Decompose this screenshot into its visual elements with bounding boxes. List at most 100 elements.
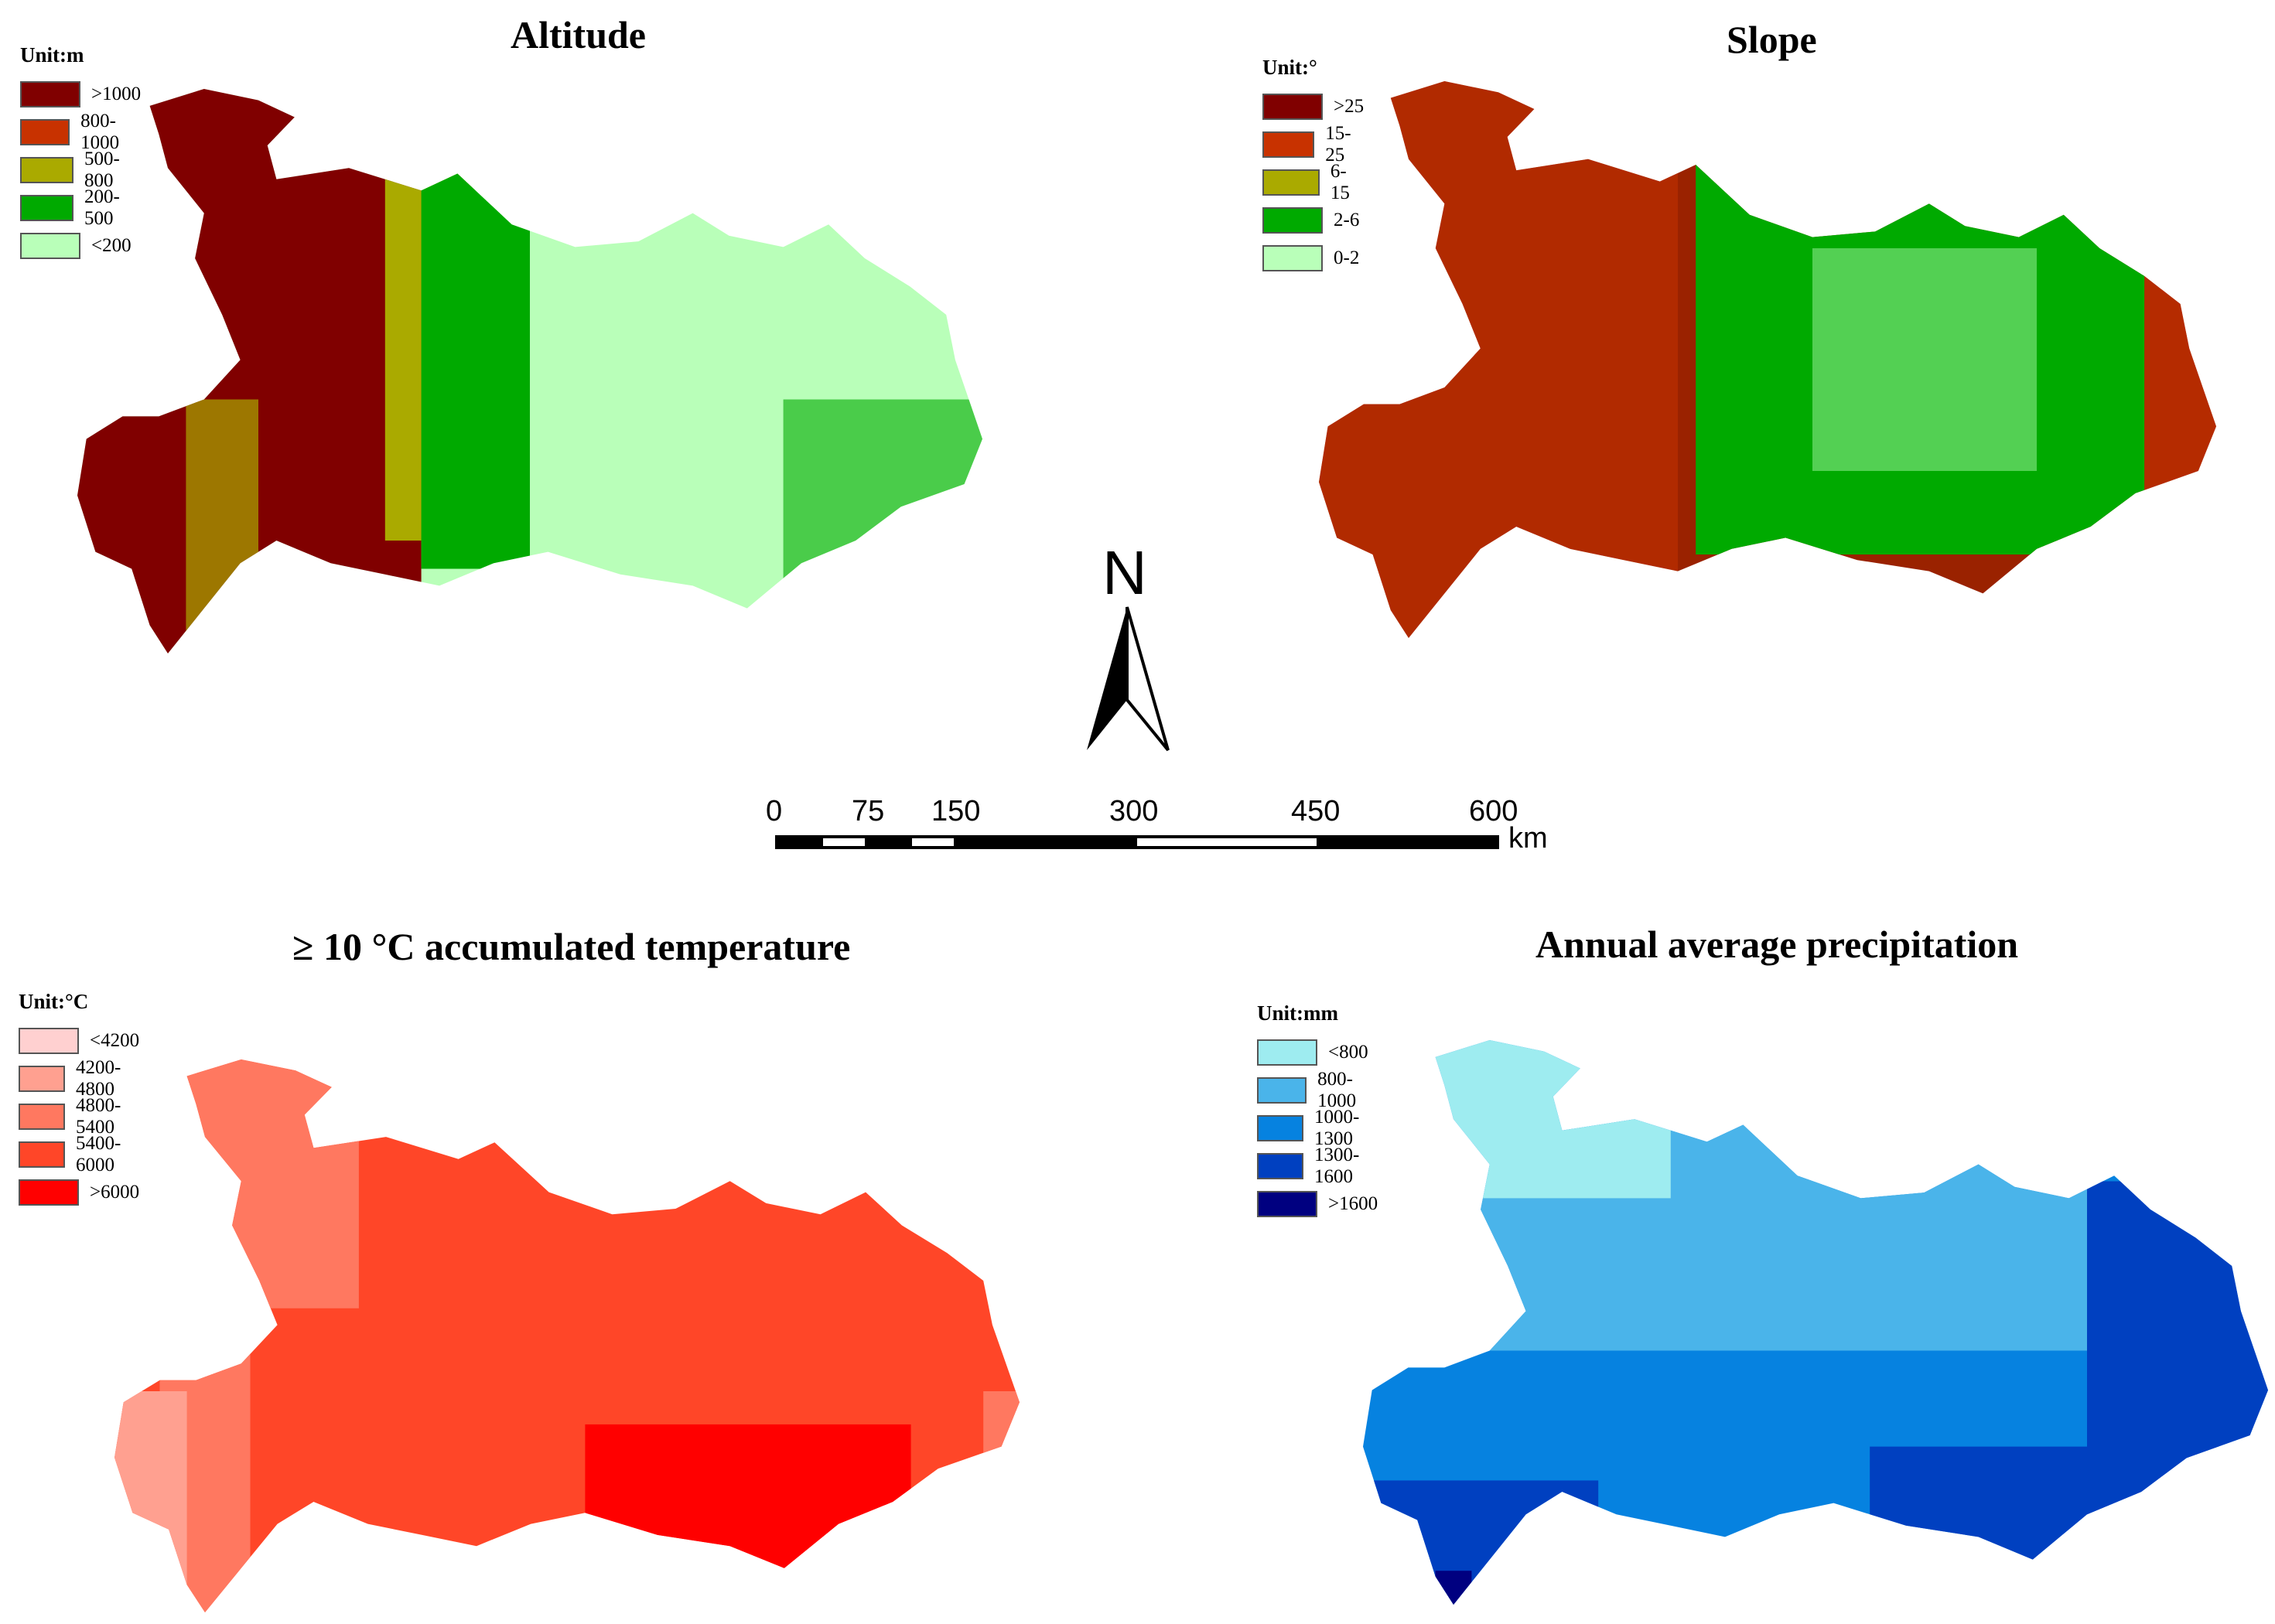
- slope-legend-label: 6-15: [1330, 160, 1350, 203]
- temperature-map: [114, 1059, 1020, 1612]
- scale-bar-unit: km: [1508, 822, 1548, 855]
- precipitation-legend-label: 800-1000: [1317, 1068, 1357, 1111]
- slope-legend-label: 0-2: [1334, 247, 1360, 268]
- slope-flat-patches: [1812, 248, 2037, 471]
- altitude-mountain-area: [77, 89, 422, 653]
- altitude-legend-item: 500-800: [20, 148, 141, 191]
- temperature-legend-item: 5400-6000: [19, 1132, 139, 1175]
- temperature-legend-item: 4200-4800: [19, 1056, 139, 1100]
- altitude-legend-swatch: [20, 80, 80, 107]
- scale-tick-label: 150: [931, 795, 981, 827]
- precipitation-legend-rows: <800 800-1000 1000-1300 1300-1600 >1600: [1257, 1033, 1378, 1223]
- slope-legend: Unit:° >25 15-25 6-15 2-6 0-2: [1262, 56, 1364, 277]
- slope-gentle-area: [1696, 165, 2145, 554]
- altitude-legend-item: >1000: [20, 75, 141, 113]
- slope-legend-swatch: [1262, 244, 1323, 271]
- altitude-map: [77, 89, 982, 653]
- precipitation-legend: Unit:mm <800 800-1000 1000-1300 1300-1600 >1…: [1257, 1001, 1378, 1223]
- scale-bar-graphic: [775, 835, 1499, 849]
- temperature-legend-swatch: [19, 1103, 66, 1130]
- altitude-legend: Unit:m >1000 800-1000 500-800 200-500 <200: [20, 43, 141, 264]
- temperature-far-west-zone: [114, 1529, 142, 1612]
- precipitation-legend-item: <800: [1257, 1033, 1378, 1071]
- precipitation-legend-swatch: [1257, 1039, 1317, 1066]
- temperature-legend-label: >6000: [90, 1181, 140, 1203]
- altitude-legend-label: 500-800: [84, 148, 120, 191]
- altitude-legend-label: <200: [91, 234, 132, 256]
- altitude-legend-item: 800-1000: [20, 110, 141, 153]
- precipitation-legend-label: <800: [1328, 1041, 1368, 1063]
- scale-tick-label: 450: [1291, 795, 1341, 827]
- temperature-legend-label: 4800-5400: [76, 1094, 121, 1138]
- slope-legend-item: 15-25: [1262, 122, 1364, 165]
- temperature-title: ≥ 10 °C accumulated temperature: [292, 925, 851, 968]
- temperature-legend-unit: Unit:°C: [19, 990, 89, 1013]
- precipitation-northwest-zone: [1435, 1040, 1671, 1199]
- slope-legend-item: 6-15: [1262, 160, 1364, 203]
- temperature-legend-swatch: [19, 1065, 66, 1092]
- slope-legend-item: 2-6: [1262, 201, 1364, 239]
- altitude-legend-unit: Unit:m: [20, 43, 84, 67]
- temperature-legend: Unit:°C <4200 4200-4800 4800-5400 5400-6000…: [19, 990, 139, 1211]
- temperature-west-zone-2: [114, 1391, 187, 1612]
- temperature-legend-rows: <4200 4200-4800 4800-5400 5400-6000 >6000: [19, 1022, 139, 1211]
- temperature-east-edge-zone: [983, 1391, 1020, 1475]
- altitude-legend-swatch: [20, 194, 73, 221]
- temperature-legend-swatch: [19, 1027, 79, 1054]
- altitude-title: Altitude: [511, 13, 646, 56]
- temperature-legend-swatch: [19, 1141, 66, 1168]
- temperature-legend-label: 5400-6000: [76, 1132, 121, 1175]
- precipitation-southeast-zone: [1870, 1446, 2268, 1605]
- scale-tick-label: 600: [1469, 795, 1518, 827]
- temperature-legend-swatch: [19, 1179, 79, 1206]
- north-arrow-label: N: [1102, 538, 1147, 607]
- slope-legend-rows: >25 15-25 6-15 2-6 0-2: [1262, 87, 1364, 277]
- slope-legend-item: >25: [1262, 87, 1364, 125]
- precipitation-legend-swatch: [1257, 1152, 1304, 1179]
- precipitation-legend-item: 1000-1300: [1257, 1106, 1378, 1149]
- precipitation-legend-label: 1300-1600: [1314, 1144, 1360, 1187]
- slope-moderate-texture: [1319, 81, 1678, 638]
- temperature-legend-item: <4200: [19, 1022, 139, 1059]
- precipitation-peak-zone: [1435, 1571, 1472, 1605]
- slope-title: Slope: [1727, 18, 1817, 61]
- slope-legend-unit: Unit:°: [1262, 56, 1317, 79]
- precipitation-southwest-zone: [1363, 1480, 1599, 1605]
- temperature-southeast-zone: [585, 1424, 911, 1612]
- altitude-legend-label: >1000: [91, 83, 142, 104]
- slope-legend-label: >25: [1334, 95, 1365, 117]
- slope-legend-swatch: [1262, 169, 1320, 196]
- altitude-legend-item: 200-500: [20, 186, 141, 229]
- precipitation-legend-item: 800-1000: [1257, 1068, 1378, 1111]
- scale-tick-label: 0: [766, 795, 783, 827]
- altitude-legend-label: 200-500: [84, 186, 120, 229]
- altitude-legend-swatch: [20, 156, 73, 183]
- slope-legend-swatch: [1262, 206, 1323, 234]
- altitude-legend-rows: >1000 800-1000 500-800 200-500 <200: [20, 75, 141, 264]
- precipitation-legend-swatch: [1257, 1076, 1307, 1104]
- altitude-legend-label: 800-1000: [80, 110, 120, 153]
- precipitation-legend-unit: Unit:mm: [1257, 1001, 1338, 1025]
- altitude-hill-area: [421, 89, 530, 569]
- temperature-legend-label: 4200-4800: [76, 1056, 121, 1100]
- precipitation-title: Annual average precipitation: [1535, 923, 2019, 966]
- precipitation-legend-item: >1600: [1257, 1185, 1378, 1223]
- temperature-northwest-zone: [177, 1059, 359, 1308]
- slope-east-edge: [2144, 248, 2216, 527]
- altitude-legend-swatch: [20, 118, 70, 145]
- altitude-southwest-hills: [186, 399, 258, 653]
- slope-legend-label: 2-6: [1334, 209, 1360, 230]
- slope-legend-swatch: [1262, 93, 1323, 120]
- temperature-legend-item: 4800-5400: [19, 1094, 139, 1138]
- precipitation-map: [1363, 1040, 2268, 1605]
- precipitation-legend-swatch: [1257, 1190, 1317, 1217]
- slope-legend-swatch: [1262, 131, 1315, 158]
- altitude-legend-swatch: [20, 232, 80, 259]
- precipitation-legend-label: >1600: [1328, 1192, 1378, 1214]
- slope-legend-item: 0-2: [1262, 239, 1364, 277]
- precipitation-legend-swatch: [1257, 1114, 1304, 1141]
- north-arrow-icon: [1087, 606, 1170, 752]
- slope-map: [1319, 81, 2216, 638]
- slope-legend-label: 15-25: [1325, 122, 1351, 165]
- precipitation-legend-label: 1000-1300: [1314, 1106, 1360, 1149]
